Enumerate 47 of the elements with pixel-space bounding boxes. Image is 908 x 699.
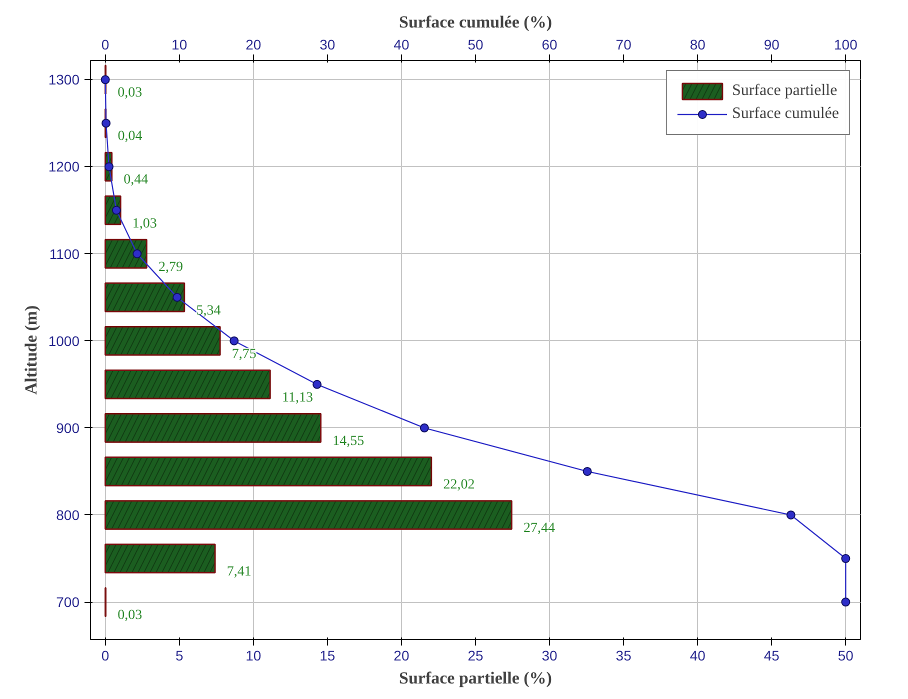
legend-label: Surface cumulée <box>732 105 839 123</box>
y-tick-label: 1200 <box>48 158 80 175</box>
x-tick-label: 35 <box>616 648 632 664</box>
x2-tick-label: 40 <box>394 36 410 52</box>
y-tick-label: 700 <box>56 594 80 610</box>
y-axis-title: Altitude (m) <box>21 305 40 395</box>
y-tick-label: 900 <box>56 420 80 436</box>
data-label: 0,03 <box>118 608 142 624</box>
x-tick-label: 50 <box>838 648 854 664</box>
y-tick-label: 1300 <box>48 72 80 88</box>
x2-tick-label: 80 <box>690 36 706 52</box>
x2-tick-label: 50 <box>468 36 484 52</box>
x-tick-label: 15 <box>320 648 336 664</box>
x-tick-label: 5 <box>175 648 184 664</box>
x2-tick-label: 100 <box>834 36 858 52</box>
x-tick-label: 25 <box>468 648 484 664</box>
data-label: 1,03 <box>132 216 157 232</box>
x-tick-label: 30 <box>542 648 558 664</box>
data-label: 11,13 <box>282 390 313 406</box>
data-label: 0,04 <box>118 129 142 144</box>
x2-tick-label: 90 <box>764 36 780 52</box>
x2-tick-label: 70 <box>616 36 632 52</box>
x2-tick-label: 0 <box>101 36 110 52</box>
data-label: 0,44 <box>124 172 148 188</box>
x-tick-label: 45 <box>764 648 780 664</box>
data-label: 5,34 <box>196 303 221 318</box>
y-tick-label: 1100 <box>49 246 80 262</box>
data-label: 14,55 <box>332 434 364 449</box>
data-label: 7,75 <box>232 346 256 362</box>
data-label: 22,02 <box>443 477 475 492</box>
x2-tick-label: 60 <box>542 36 558 52</box>
data-label: 2,79 <box>158 260 183 275</box>
data-label: 0,03 <box>118 86 142 101</box>
x2-tick-label: 20 <box>246 36 262 52</box>
legend-label: Surface partielle <box>732 82 838 100</box>
x-tick-label: 40 <box>690 648 706 664</box>
y-tick-label: 800 <box>56 506 80 523</box>
x2-tick-label: 10 <box>172 36 188 52</box>
x2-tick-label: 30 <box>320 36 336 52</box>
x2-axis-title: Surface cumulée (%) <box>399 12 552 32</box>
x-tick-label: 20 <box>394 648 410 664</box>
x-tick-label: 10 <box>246 648 262 664</box>
data-label: 7,41 <box>226 564 252 580</box>
data-label: 27,44 <box>523 520 555 536</box>
x-axis-title: Surface partielle (%) <box>399 668 552 688</box>
x-tick-label: 0 <box>101 648 110 664</box>
y-tick-label: 1000 <box>48 332 80 349</box>
